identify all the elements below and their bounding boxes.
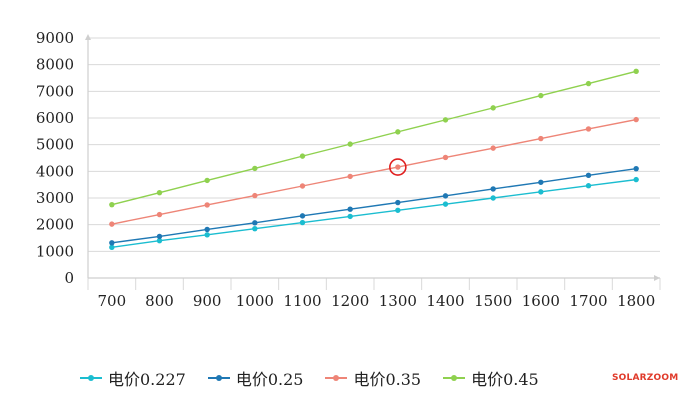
annotation-circle-0 (389, 158, 407, 176)
data-point-s3-1 (156, 189, 163, 196)
y-tick-label-9: 9000 (36, 29, 74, 47)
data-point-s0-11 (633, 176, 639, 183)
data-point-s1-9 (538, 179, 544, 185)
data-point-s2-3 (252, 192, 258, 199)
data-point-s3-8 (490, 105, 496, 111)
legend-swatch-3 (443, 372, 466, 384)
data-point-s0-4 (299, 219, 306, 226)
y-tick-label-7: 7000 (36, 82, 74, 100)
x-tick-label-1: 800 (145, 292, 174, 310)
series-line-0 (111, 178, 637, 249)
data-point-s1-7 (442, 193, 449, 199)
y-tick-label-3: 3000 (36, 189, 74, 207)
data-point-s3-0 (109, 201, 115, 208)
series-line-3 (111, 70, 637, 206)
data-point-s1-2 (204, 226, 210, 233)
data-point-s2-9 (538, 135, 544, 142)
x-tick-label-11: 1800 (617, 292, 655, 310)
x-tick-label-8: 1500 (474, 292, 512, 310)
data-point-s1-11 (633, 165, 639, 172)
legend-label-0: 电价0.227 (108, 370, 186, 389)
data-point-s3-2 (204, 177, 210, 184)
data-point-s1-5 (347, 206, 353, 212)
legend-swatch-2 (325, 372, 348, 384)
x-tick-label-10: 1700 (569, 292, 607, 310)
x-tick-label-4: 1100 (283, 292, 321, 310)
data-point-s1-8 (490, 186, 496, 192)
data-point-s2-2 (204, 202, 210, 208)
y-tick-label-2: 2000 (36, 216, 74, 234)
data-point-s2-6 (395, 164, 401, 170)
y-tick-label-1: 1000 (36, 242, 74, 260)
data-point-s1-10 (585, 172, 592, 179)
data-point-s3-11 (633, 68, 639, 75)
data-point-s3-5 (347, 141, 353, 147)
series-line-2 (111, 118, 637, 225)
data-point-s2-0 (109, 221, 115, 227)
data-point-s3-3 (252, 165, 258, 172)
watermark-text: SOLARZOOM (612, 373, 679, 383)
legend-item-2[interactable]: 电价0.35 (325, 366, 421, 390)
data-point-s0-10 (585, 183, 592, 189)
x-tick-label-7: 1400 (426, 292, 464, 310)
data-point-s0-3 (252, 225, 258, 232)
data-point-s0-6 (395, 207, 401, 213)
data-point-s2-5 (347, 173, 353, 180)
data-point-s2-7 (442, 154, 449, 161)
legend-item-1[interactable]: 电价0.25 (207, 366, 304, 390)
data-point-s1-0 (109, 240, 115, 246)
data-point-s2-10 (585, 126, 592, 132)
legend-label-1: 电价0.25 (235, 370, 304, 389)
y-tick-label-0: 0 (64, 269, 74, 287)
data-point-s1-4 (299, 213, 306, 219)
chart-legend: 电价0.227 电价0.25 电价0.35 电价0.45 (80, 366, 539, 390)
data-point-s2-8 (490, 145, 496, 151)
data-point-s0-7 (442, 201, 449, 207)
x-axis-arrow (654, 275, 660, 281)
legend-swatch-1 (207, 372, 230, 384)
series-line-1 (111, 167, 637, 244)
data-point-s1-6 (395, 199, 401, 206)
x-tick-label-9: 1600 (522, 292, 560, 310)
legend-swatch-0 (80, 372, 102, 384)
x-tick-label-6: 1300 (379, 292, 417, 310)
x-tick-label-5: 1200 (331, 292, 369, 310)
legend-label-2: 电价0.35 (353, 370, 422, 389)
y-axis-arrow (85, 34, 91, 40)
data-point-s0-9 (538, 189, 544, 195)
data-point-s3-7 (442, 117, 449, 123)
y-tick-label-8: 8000 (36, 56, 74, 74)
y-tick-label-5: 5000 (36, 136, 74, 154)
x-tick-label-2: 900 (193, 292, 222, 310)
data-point-s3-4 (299, 153, 306, 159)
data-point-s3-10 (585, 80, 592, 87)
x-tick-label-3: 1000 (236, 292, 274, 310)
x-tick-label-0: 700 (98, 292, 127, 310)
data-point-s1-1 (156, 233, 163, 240)
data-point-s1-3 (252, 220, 258, 226)
data-point-s2-1 (156, 211, 163, 218)
y-tick-label-4: 4000 (36, 162, 74, 180)
data-point-s0-2 (204, 232, 210, 238)
legend-label-3: 电价0.45 (471, 370, 539, 389)
data-point-s0-1 (156, 237, 163, 244)
data-point-s2-4 (299, 183, 306, 189)
data-point-s0-0 (109, 244, 115, 251)
legend-item-0[interactable]: 电价0.227 (80, 366, 186, 390)
data-point-s0-8 (490, 195, 496, 201)
y-tick-label-6: 6000 (36, 109, 74, 127)
data-point-s3-9 (538, 92, 544, 99)
data-point-s0-5 (347, 213, 353, 220)
legend-item-3[interactable]: 电价0.45 (443, 366, 539, 390)
data-point-s3-6 (395, 129, 401, 135)
data-point-s2-11 (633, 116, 639, 123)
